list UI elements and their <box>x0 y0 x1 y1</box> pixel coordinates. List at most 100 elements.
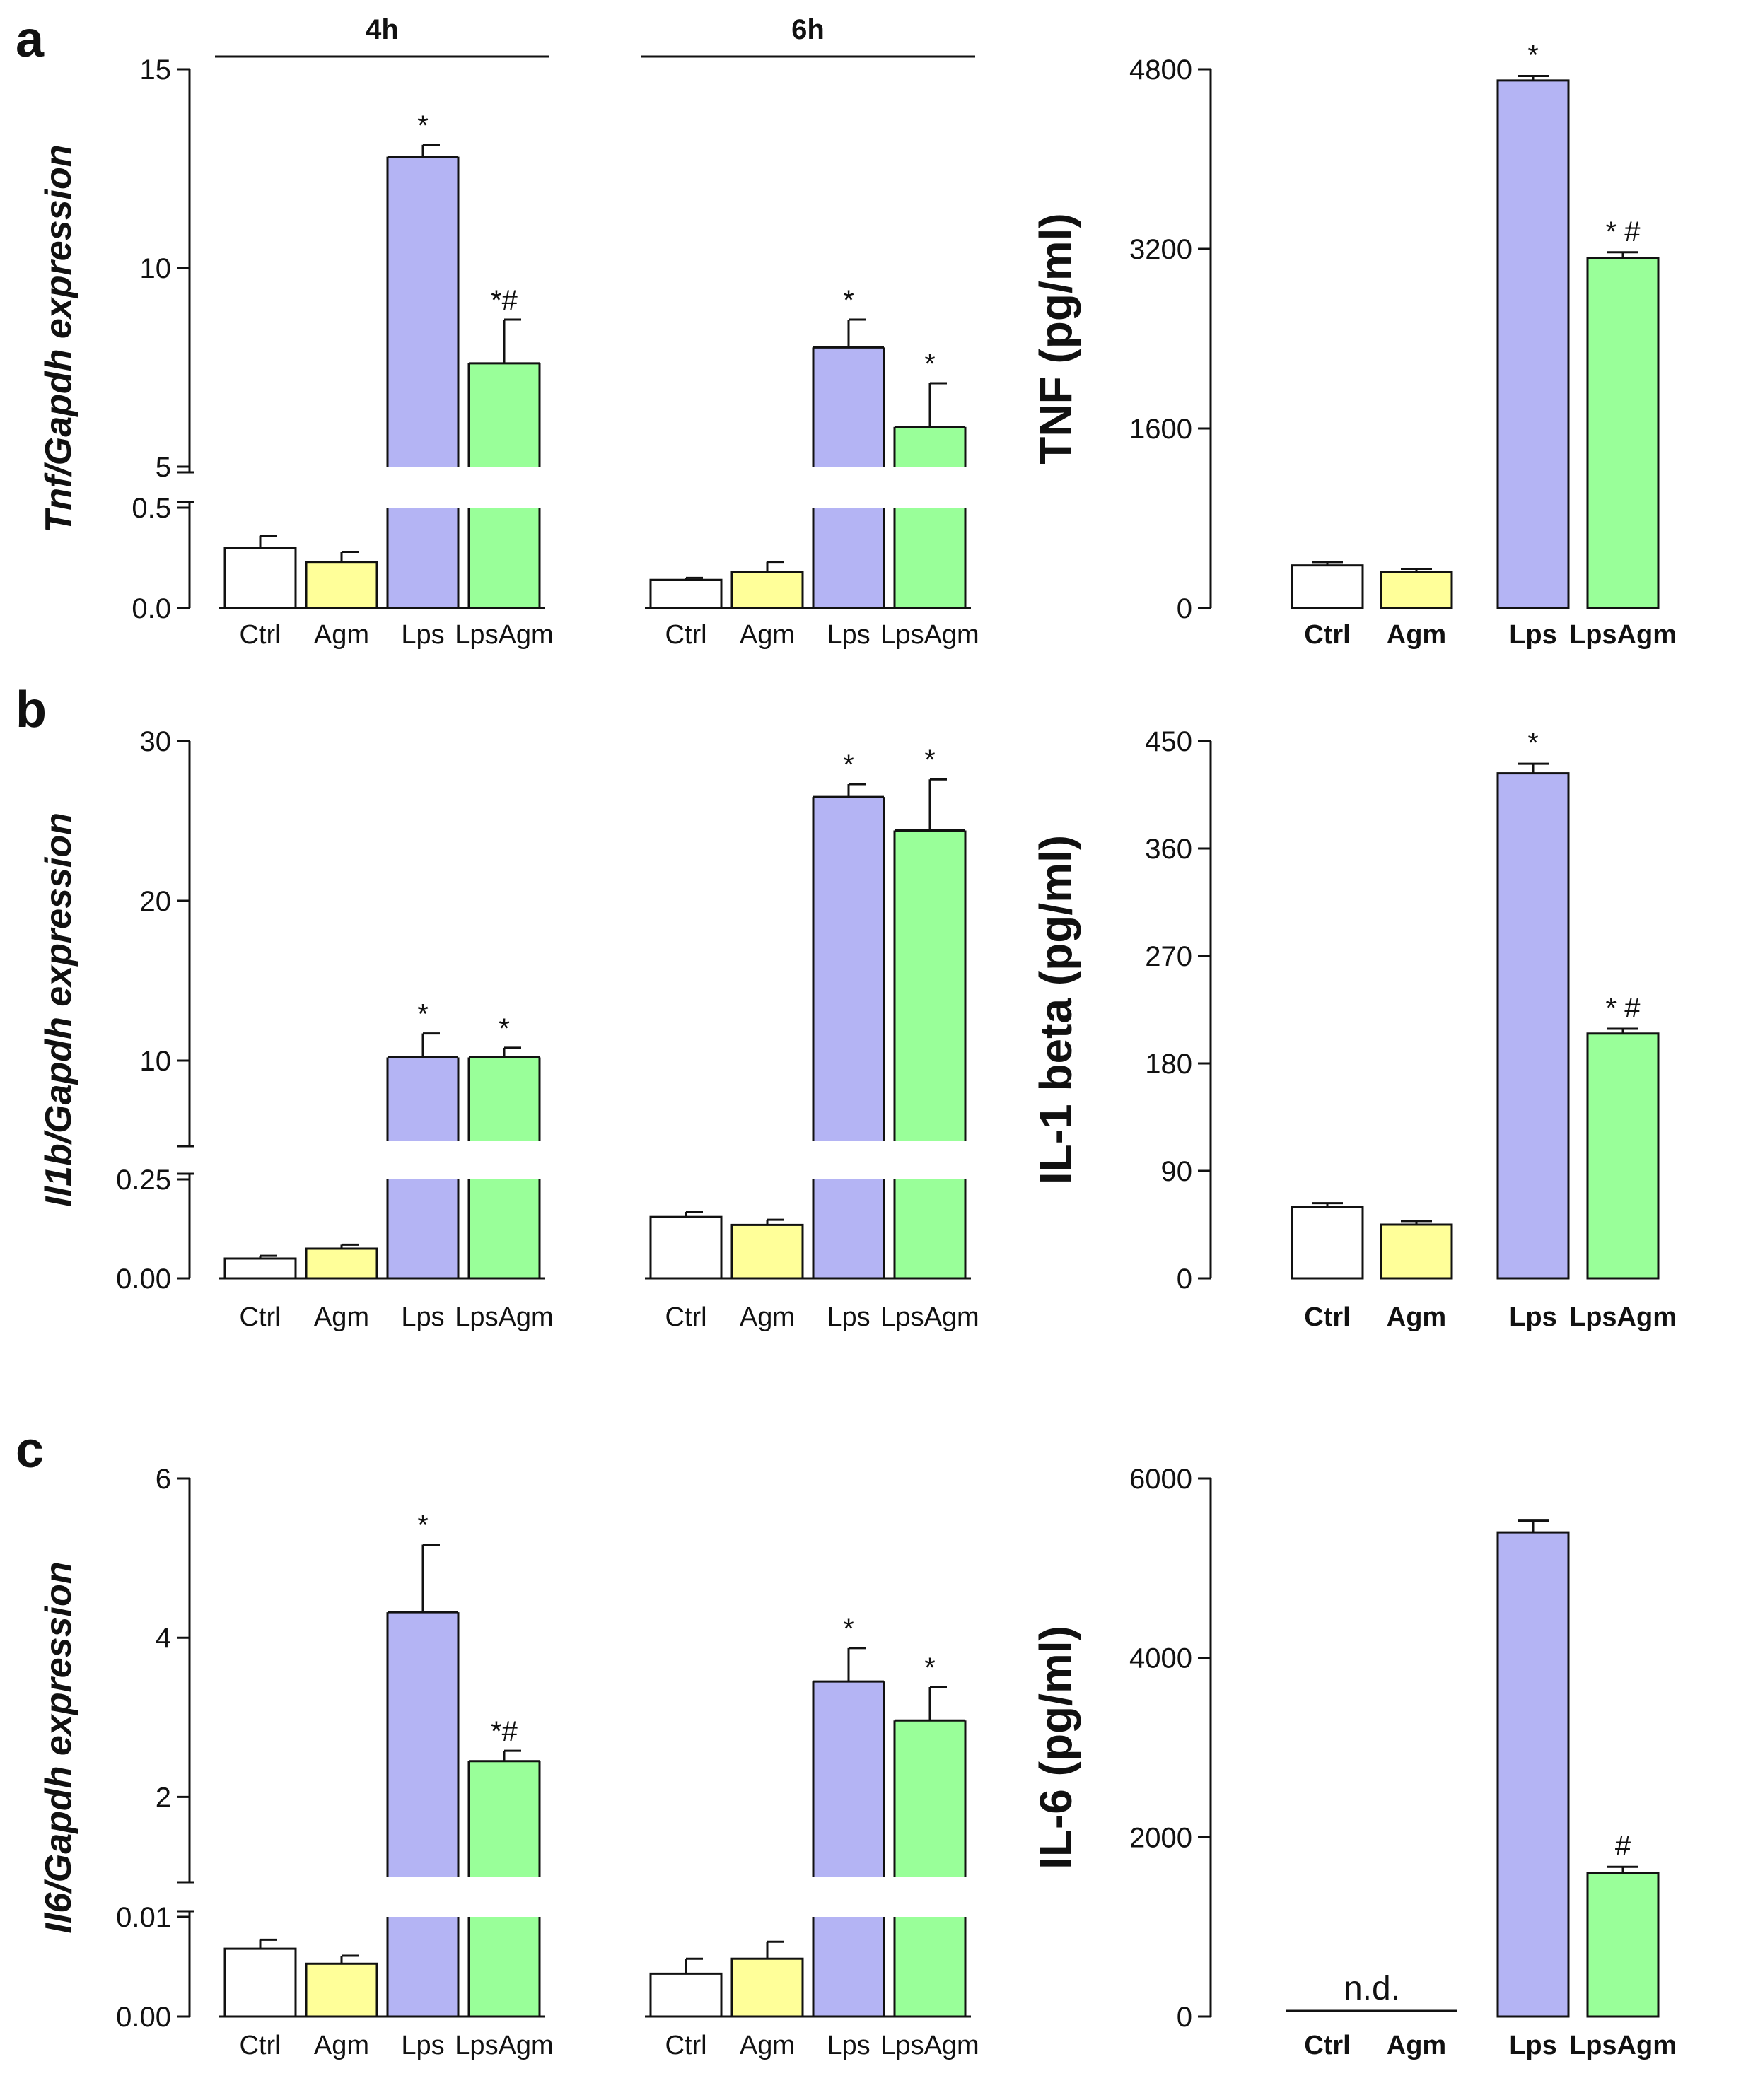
b_mrna-6h-Lps-category-label: Lps <box>827 1302 870 1332</box>
a_mrna-6h-Lps-bar <box>813 347 884 467</box>
panel-letter-b: b <box>16 682 47 738</box>
a_mrna-4h-Agm-category-label: Agm <box>314 620 369 650</box>
b_protein-tick-label-0: 0 <box>1177 1264 1192 1295</box>
a_mrna-6h-Ctrl-bar <box>649 578 723 609</box>
b_protein-Lps-category-label: Lps <box>1509 1302 1557 1332</box>
c_mrna-6h-Lps-category-label: Lps <box>827 2031 870 2060</box>
c_protein-nd-label: n.d. <box>1344 1970 1400 2007</box>
b_mrna-6h-Ctrl-category-label: Ctrl <box>665 1302 706 1332</box>
a_mrna-6h-Agm-category-label: Agm <box>740 620 795 650</box>
b_mrna-6h-Ctrl-bar <box>649 1215 723 1280</box>
c_mrna-tick-label-upper-0: 2 <box>156 1782 171 1813</box>
a_protein-Lps-annotation: * <box>1527 40 1539 71</box>
a_mrna-6h-LpsAgm-category-label: LpsAgm <box>880 620 979 650</box>
c_mrna-6h-Agm-category-label: Agm <box>740 2031 795 2060</box>
a_mrna-6h-LpsAgm-bar <box>895 426 965 467</box>
a_protein-tick-label-3: 4800 <box>1129 54 1192 86</box>
b_mrna-4h-Ctrl-category-label: Ctrl <box>239 1302 281 1332</box>
a_mrna-y-axis-label: Tnf/Gapdh expression <box>38 145 79 533</box>
c_mrna-ylabel-part-2: Gapdh <box>38 1766 79 1883</box>
c_protein-LpsAgm-category-label: LpsAgm <box>1569 2031 1677 2060</box>
a_protein-Ctrl-category-label: Ctrl <box>1304 620 1350 650</box>
c_mrna-6h-Ctrl-bar <box>649 1972 723 2018</box>
a_mrna-6h-Lps-annotation: * <box>843 285 854 316</box>
b_mrna-6h-Lps-bar-lower <box>813 1179 884 1278</box>
b_protein-tick-label-3: 270 <box>1145 941 1192 972</box>
b_mrna-6h-Lps-annotation: * <box>843 749 854 781</box>
b_mrna-4h-Agm-bar <box>305 1247 378 1280</box>
b_protein-Lps-annotation: * <box>1527 728 1539 759</box>
b_mrna-tick-label-upper-0: 10 <box>140 1046 172 1077</box>
a_mrna-tick-label-lower-1: 0.5 <box>132 493 171 524</box>
c_mrna-tick-label-upper-2: 6 <box>156 1464 171 1495</box>
c_mrna-4h-LpsAgm-bar <box>469 1761 540 1877</box>
a_protein-Ctrl-bar <box>1291 564 1364 609</box>
b_mrna-4h-LpsAgm-annotation: * <box>499 1013 510 1044</box>
b_mrna-y-axis-label: Il1b/Gapdh expression <box>38 812 79 1207</box>
c_mrna-6h-LpsAgm-bar <box>895 1720 965 1877</box>
c_mrna-ylabel-part-3: expression <box>38 1562 79 1766</box>
b_mrna-4h-Lps-annotation: * <box>417 999 429 1030</box>
b_protein-tick-label-2: 180 <box>1145 1049 1192 1080</box>
b_protein-LpsAgm-bar <box>1586 1032 1660 1280</box>
c_mrna-tick-label-lower-1: 0.01 <box>116 1902 171 1933</box>
b_mrna-tick-label-lower-0: 0.00 <box>116 1264 171 1295</box>
a_mrna-tick-label-upper-0: 5 <box>156 452 171 483</box>
a_protein-tick-label-0: 0 <box>1177 593 1192 624</box>
b_mrna-6h-Agm-category-label: Agm <box>740 1302 795 1332</box>
c_protein-tick-label-0: 0 <box>1177 2002 1192 2033</box>
a_mrna-ylabel-part-2: Gapdh <box>38 349 79 466</box>
a_protein-Agm-bar <box>1380 571 1453 609</box>
c_mrna-tick-label-lower-0: 0.00 <box>116 2002 171 2033</box>
b_protein-Ctrl-category-label: Ctrl <box>1304 1302 1350 1332</box>
b_mrna-6h-LpsAgm-annotation: * <box>924 745 936 776</box>
a_protein-LpsAgm-bar <box>1586 257 1660 609</box>
c_mrna-4h-LpsAgm-bar-lower <box>469 1917 540 2017</box>
a_protein-y-axis-label: TNF (pg/ml) <box>1030 213 1081 464</box>
b_mrna-6h-LpsAgm-bar <box>895 830 965 1141</box>
c_mrna-6h-Lps-bar <box>813 1681 884 1877</box>
a_protein-LpsAgm-category-label: LpsAgm <box>1569 620 1677 650</box>
b_mrna-4h-LpsAgm-bar <box>469 1057 540 1141</box>
b_mrna-4h-LpsAgm-bar-lower <box>469 1179 540 1278</box>
c_mrna-4h-Lps-category-label: Lps <box>401 2031 444 2060</box>
a_mrna-ylabel-part-3: expression <box>38 145 79 349</box>
a_mrna-ylabel-part-0: Tnf <box>38 472 79 533</box>
c_mrna-4h-Lps-bar-lower <box>388 1917 458 2017</box>
b_mrna-4h-LpsAgm-category-label: LpsAgm <box>455 1302 553 1332</box>
a_protein-Agm-category-label: Agm <box>1387 620 1446 650</box>
c_protein-Agm-category-label: Agm <box>1387 2031 1446 2060</box>
a_mrna-6h-LpsAgm-annotation: * <box>924 349 936 380</box>
a_mrna-tick-label-lower-0: 0.0 <box>132 593 171 624</box>
a_mrna-4h-Agm-bar <box>305 561 378 609</box>
a_mrna-6h-LpsAgm-bar-lower <box>895 508 965 608</box>
b_mrna-4h-Ctrl-bar <box>223 1257 297 1280</box>
b_mrna-4h-Lps-bar-lower <box>388 1179 458 1278</box>
a_mrna-tick-label-upper-2: 15 <box>140 54 172 86</box>
c_mrna-tick-label-upper-1: 4 <box>156 1623 171 1654</box>
c_mrna-4h-Agm-category-label: Agm <box>314 2031 369 2060</box>
a_protein-Lps-bar <box>1496 79 1570 609</box>
b_protein-tick-label-1: 90 <box>1161 1156 1193 1187</box>
c_mrna-6h-LpsAgm-bar-lower <box>895 1917 965 2017</box>
a_mrna-4h-LpsAgm-category-label: LpsAgm <box>455 620 553 650</box>
c_protein-tick-label-1: 2000 <box>1129 1822 1192 1853</box>
a_protein-tick-label-1: 1600 <box>1129 414 1192 445</box>
c_protein-Ctrl-category-label: Ctrl <box>1304 2031 1350 2060</box>
b_mrna-4h-Lps-bar <box>388 1057 458 1141</box>
a_mrna-4h-Lps-bar-lower <box>388 508 458 608</box>
b_mrna-tick-label-upper-2: 30 <box>140 726 172 757</box>
a_mrna-4h-LpsAgm-bar <box>469 363 540 467</box>
c_mrna-4h-Agm-bar <box>305 1962 378 2018</box>
a_mrna-6h-group-label: 6h <box>791 14 825 45</box>
a_mrna-4h-Ctrl-category-label: Ctrl <box>239 620 281 650</box>
a_protein-LpsAgm-annotation: * # <box>1606 216 1641 247</box>
b_protein-Ctrl-bar <box>1291 1206 1364 1280</box>
a_mrna-4h-Lps-bar <box>388 156 458 467</box>
a_mrna-6h-Lps-category-label: Lps <box>827 620 870 650</box>
b_mrna-6h-Lps-bar <box>813 797 884 1141</box>
b_mrna-ylabel-part-2: Gapdh <box>38 1017 79 1133</box>
c_protein-LpsAgm-bar <box>1586 1872 1660 2018</box>
c_protein-Lps-bar <box>1496 1531 1570 2018</box>
